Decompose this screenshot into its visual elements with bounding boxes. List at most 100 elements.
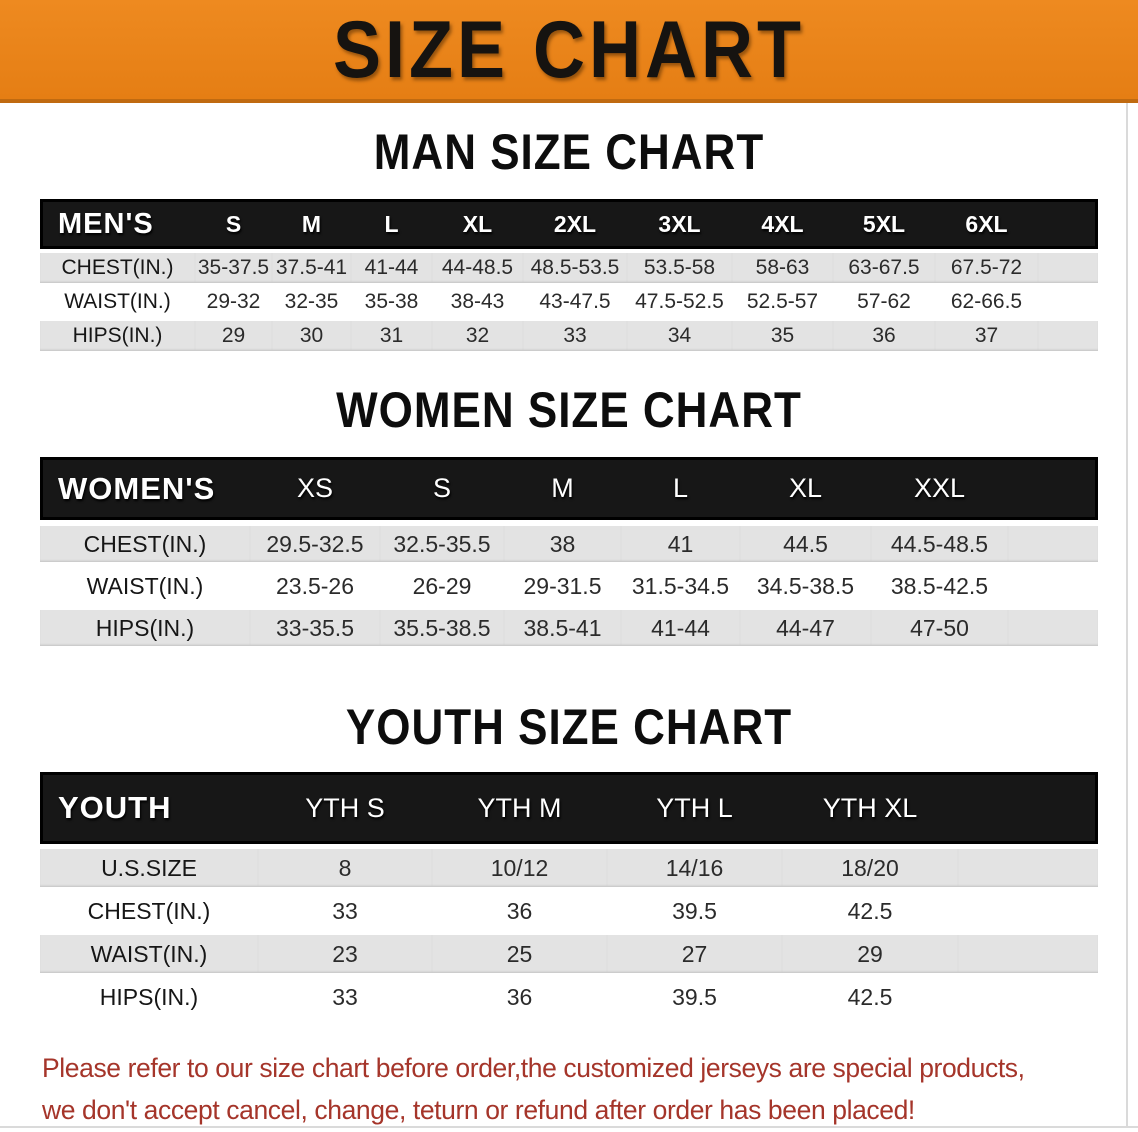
size-value-cell: 35-37.5 bbox=[195, 253, 272, 283]
column-header-cell: XS bbox=[250, 457, 380, 520]
column-header-cell: XXL bbox=[871, 457, 1008, 520]
row-label-cell: U.S.SIZE bbox=[40, 849, 258, 887]
column-header-cell: S bbox=[195, 199, 272, 249]
column-header-cell: S bbox=[380, 457, 504, 520]
size-value-cell: 35-38 bbox=[364, 290, 419, 313]
size-value-cell: 29 bbox=[782, 935, 958, 973]
size-value-cell: 23 bbox=[258, 935, 432, 973]
header-row: YOUTH YTH S YTH M YTH L YTH XL bbox=[40, 772, 1098, 844]
size-value-cell: 44.5-48.5 bbox=[871, 526, 1008, 562]
size-value-cell: 58-63 bbox=[732, 253, 833, 283]
column-header-cell: YTH M bbox=[432, 772, 607, 844]
size-value-cell: 41 bbox=[621, 526, 740, 562]
size-value-cell: 36 bbox=[833, 321, 935, 351]
table-row: WAIST(IN.) 23.5-26 26-29 29-31.5 31.5-34.5 34… bbox=[40, 568, 1098, 604]
size-value-cell: 52.5-57 bbox=[746, 290, 819, 313]
spacer-cell bbox=[1008, 568, 1098, 604]
row-label-cell: WAIST(IN.) bbox=[64, 290, 171, 313]
size-value-cell: 36 bbox=[506, 897, 533, 924]
table-row: CHEST(IN.) 33 36 39.5 42.5 bbox=[40, 892, 1098, 930]
spacer-cell bbox=[1008, 526, 1098, 562]
row-label-cell: HIPS(IN.) bbox=[40, 610, 250, 646]
table-title-cell: MEN'S bbox=[40, 199, 195, 249]
column-header-cell: 3XL bbox=[627, 199, 732, 249]
size-value-cell: 32 bbox=[432, 321, 523, 351]
size-value-cell: 33 bbox=[523, 321, 627, 351]
banner: SIZE CHART bbox=[0, 0, 1138, 103]
spacer-cell bbox=[1008, 457, 1098, 520]
spacer-cell bbox=[1038, 321, 1098, 351]
row-label-cell: WAIST(IN.) bbox=[40, 935, 258, 973]
size-value-cell: 33-35.5 bbox=[250, 610, 380, 646]
size-value-cell: 36 bbox=[506, 983, 533, 1010]
header-row: WOMEN'S XS S M L XL XXL bbox=[40, 457, 1098, 520]
women-chart-heading-text: WOMEN SIZE CHART bbox=[336, 382, 802, 439]
spacer-cell bbox=[958, 849, 1098, 887]
size-value-cell: 67.5-72 bbox=[935, 253, 1038, 283]
size-value-cell: 31.5-34.5 bbox=[631, 572, 730, 599]
men-chart-heading-text: MAN SIZE CHART bbox=[373, 124, 765, 181]
youth-chart-heading: YOUTH SIZE CHART bbox=[0, 699, 1138, 756]
size-value-cell: 44-48.5 bbox=[432, 253, 523, 283]
size-value-cell: 42.5 bbox=[847, 983, 893, 1010]
size-value-cell: 32.5-35.5 bbox=[380, 526, 504, 562]
row-label-cell: CHEST(IN.) bbox=[40, 526, 250, 562]
size-value-cell: 26-29 bbox=[412, 572, 472, 599]
size-value-cell: 39.5 bbox=[672, 983, 717, 1010]
column-header-cell: M bbox=[504, 457, 621, 520]
size-value-cell: 41-44 bbox=[351, 253, 432, 283]
size-value-cell: 44.5 bbox=[740, 526, 871, 562]
size-value-cell: 38-43 bbox=[450, 290, 505, 313]
size-value-cell: 29-32 bbox=[206, 290, 261, 313]
size-value-cell: 33 bbox=[332, 983, 358, 1010]
row-label-cell: CHEST(IN.) bbox=[40, 253, 195, 283]
spacer-cell bbox=[1008, 610, 1098, 646]
size-value-cell: 37.5-41 bbox=[272, 253, 351, 283]
spacer-cell bbox=[958, 772, 1098, 844]
disclaimer-line-1: Please refer to our size chart before or… bbox=[42, 1053, 1025, 1083]
column-header-cell: XL bbox=[740, 457, 871, 520]
column-header-cell: YTH L bbox=[607, 772, 782, 844]
size-value-cell: 29 bbox=[195, 321, 272, 351]
table-row: HIPS(IN.) 29 30 31 32 33 34 35 36 37 bbox=[40, 321, 1098, 351]
size-value-cell: 39.5 bbox=[672, 897, 717, 924]
size-value-cell: 63-67.5 bbox=[833, 253, 935, 283]
size-value-cell: 31 bbox=[351, 321, 432, 351]
size-value-cell: 18/20 bbox=[782, 849, 958, 887]
size-value-cell: 38 bbox=[504, 526, 621, 562]
size-value-cell: 47.5-52.5 bbox=[635, 290, 724, 313]
table-row: CHEST(IN.) 35-37.5 37.5-41 41-44 44-48.5 48.5… bbox=[40, 253, 1098, 283]
size-value-cell: 35.5-38.5 bbox=[380, 610, 504, 646]
size-value-cell: 10/12 bbox=[432, 849, 607, 887]
size-value-cell: 38.5-41 bbox=[504, 610, 621, 646]
spacer-cell bbox=[1038, 287, 1098, 317]
table-row: U.S.SIZE 8 10/12 14/16 18/20 bbox=[40, 849, 1098, 887]
women-chart-heading: WOMEN SIZE CHART bbox=[0, 382, 1138, 439]
size-value-cell: 8 bbox=[258, 849, 432, 887]
spacer-cell bbox=[958, 978, 1098, 1016]
disclaimer-line-2: we don't accept cancel, change, teturn o… bbox=[42, 1095, 915, 1125]
column-header-cell: 5XL bbox=[833, 199, 935, 249]
size-value-cell: 34 bbox=[627, 321, 732, 351]
page-right-edge-line bbox=[1126, 103, 1128, 1127]
size-value-cell: 48.5-53.5 bbox=[523, 253, 627, 283]
column-header-cell: XL bbox=[432, 199, 523, 249]
youth-chart-heading-text: YOUTH SIZE CHART bbox=[345, 699, 793, 756]
table-row: CHEST(IN.) 29.5-32.5 32.5-35.5 38 41 44.5 44.5… bbox=[40, 526, 1098, 562]
table-row: HIPS(IN.) 33-35.5 35.5-38.5 38.5-41 41-44 44-… bbox=[40, 610, 1098, 646]
size-value-cell: 47-50 bbox=[871, 610, 1008, 646]
youth-size-table: YOUTH YTH S YTH M YTH L YTH XL U.S.SIZE 8 10/12… bbox=[40, 767, 1098, 1021]
row-label-cell: CHEST(IN.) bbox=[87, 897, 211, 924]
column-header-cell: 6XL bbox=[935, 199, 1038, 249]
size-value-cell: 27 bbox=[607, 935, 782, 973]
column-header-cell: M bbox=[272, 199, 351, 249]
spacer-cell bbox=[958, 892, 1098, 930]
row-label-cell: HIPS(IN.) bbox=[99, 983, 199, 1010]
size-value-cell: 33 bbox=[332, 897, 358, 924]
size-value-cell: 43-47.5 bbox=[539, 290, 611, 313]
size-value-cell: 35 bbox=[732, 321, 833, 351]
size-value-cell: 29-31.5 bbox=[523, 572, 602, 599]
spacer-cell bbox=[958, 935, 1098, 973]
row-label-cell: HIPS(IN.) bbox=[40, 321, 195, 351]
table-row: WAIST(IN.) 23 25 27 29 bbox=[40, 935, 1098, 973]
